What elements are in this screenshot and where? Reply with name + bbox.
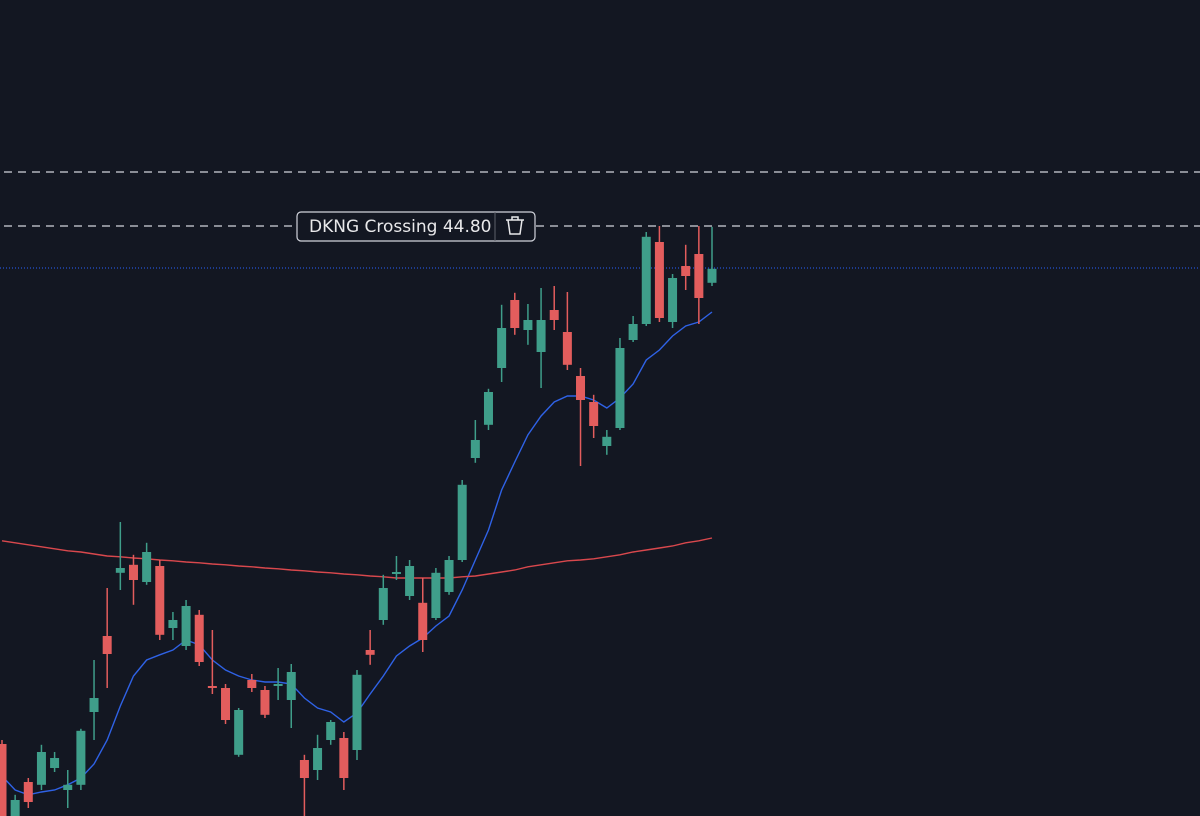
candle-body	[405, 566, 415, 596]
candle-body	[352, 674, 362, 750]
candle-body	[378, 588, 388, 620]
candle-body	[50, 758, 60, 768]
candle-body	[654, 242, 664, 318]
candle-body	[391, 572, 401, 574]
candle-body	[470, 440, 480, 458]
candle-body	[23, 782, 33, 802]
moving-average	[1, 537, 713, 579]
candle-body	[168, 620, 178, 628]
candle-body	[615, 348, 625, 428]
candle-body	[628, 324, 638, 340]
candle-body	[365, 650, 375, 655]
candle-body	[681, 266, 691, 276]
candle-body	[221, 688, 231, 720]
candle-body	[36, 752, 46, 785]
candle-body	[602, 436, 612, 446]
trash-lid	[506, 216, 524, 221]
candle-body	[523, 320, 533, 330]
candle-body	[142, 552, 152, 582]
candle-body	[181, 606, 191, 646]
candle-body	[536, 320, 546, 352]
candle-body	[115, 568, 125, 573]
candle-body	[694, 254, 704, 298]
candle-body	[457, 484, 467, 560]
candle-body	[418, 602, 428, 640]
candle-body	[641, 236, 651, 324]
alert-label[interactable]: DKNG Crossing 44.80	[296, 211, 536, 242]
candle-body	[273, 684, 283, 686]
candle-body	[589, 402, 599, 426]
alert-box	[296, 211, 536, 242]
candle-body	[549, 310, 559, 320]
candle-body	[431, 572, 441, 618]
candle-body	[497, 328, 507, 368]
candle-body	[562, 332, 572, 365]
candle-body	[128, 564, 138, 580]
candle-body	[339, 738, 349, 778]
candle-body	[260, 690, 270, 715]
trash-can	[507, 219, 523, 235]
candle-body	[234, 710, 244, 755]
alert-text: DKNG Crossing 44.80	[309, 217, 492, 237]
candle-body	[155, 566, 165, 635]
candle-body	[207, 686, 217, 688]
candle-body	[286, 672, 296, 700]
candle-body	[707, 268, 717, 283]
delete-icon[interactable]	[506, 216, 524, 235]
candle-body	[576, 376, 586, 400]
candle-body	[444, 560, 454, 592]
candle-body	[76, 730, 86, 785]
candle-body	[102, 636, 112, 654]
candle-body	[0, 744, 7, 816]
candle-body	[10, 800, 20, 816]
candle-body	[63, 784, 73, 790]
candle-body	[313, 748, 323, 770]
candle-body	[299, 760, 309, 778]
candle-body	[247, 680, 257, 688]
candle-body	[194, 614, 204, 662]
candle-body	[668, 278, 678, 322]
candle-body	[510, 300, 520, 328]
candle-body	[89, 698, 99, 712]
candle-body	[326, 722, 336, 740]
candle-body	[483, 392, 493, 425]
